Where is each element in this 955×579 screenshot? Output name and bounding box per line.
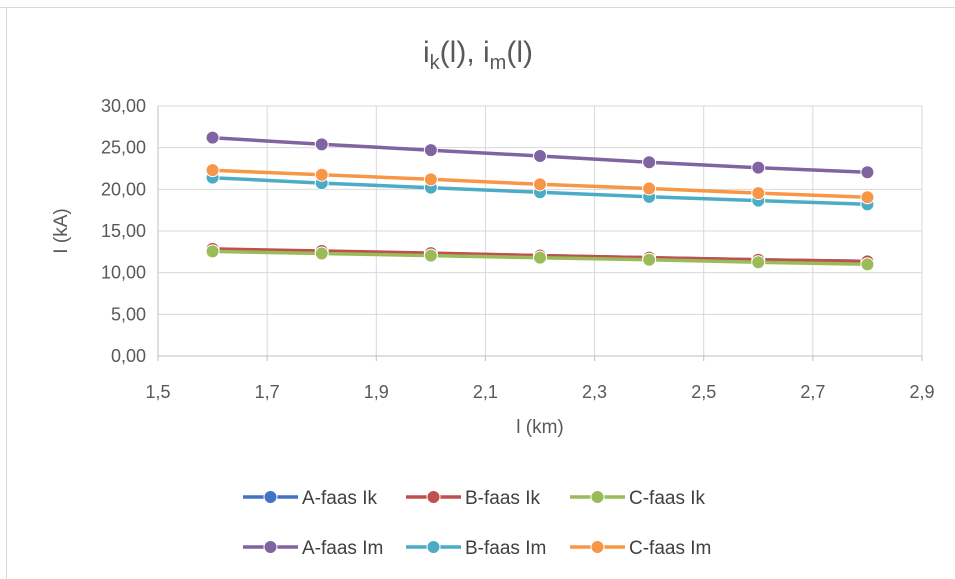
- series-c-faas-ik: [205, 244, 875, 272]
- title-part-c: (l): [506, 36, 533, 69]
- series-lines: [205, 130, 875, 272]
- data-point: [860, 165, 875, 180]
- x-tick-label: 1,5: [145, 382, 170, 402]
- chart-title: ik(l), im(l): [423, 36, 533, 74]
- data-point: [533, 250, 547, 265]
- legend-item: A-faas Im: [243, 538, 383, 559]
- data-point: [751, 186, 766, 201]
- legend-label: A-faas Ik: [302, 488, 377, 509]
- title-part-b: (l), i: [440, 36, 490, 69]
- data-point: [751, 160, 766, 175]
- x-tick-label: 2,5: [691, 382, 716, 402]
- data-point: [533, 177, 547, 192]
- x-tick-label: 2,3: [582, 382, 607, 402]
- x-axis-title: l (km): [516, 417, 563, 438]
- legend-swatch-marker: [263, 490, 278, 504]
- gridlines: [158, 105, 923, 356]
- tick-labels: 0,00 5,00 10,00 15,00 20,00 25,00 30,00 1,5 1,7 1…: [101, 96, 935, 402]
- axes: [157, 106, 923, 361]
- legend-swatch-marker: [590, 540, 605, 554]
- legend-label: C-faas Im: [629, 538, 711, 559]
- title-sub-m: m: [490, 52, 507, 74]
- y-tick-label: 10,00: [101, 263, 146, 283]
- data-point: [423, 172, 438, 187]
- legend-item: B-faas Im: [406, 538, 546, 559]
- legend-item: C-faas Im: [570, 538, 711, 559]
- x-tick-label: 1,9: [364, 382, 389, 402]
- legend-label: C-faas Ik: [629, 488, 706, 509]
- data-point: [642, 181, 657, 196]
- data-point: [423, 143, 438, 158]
- x-tick-label: 2,1: [473, 382, 498, 402]
- data-point: [314, 246, 329, 261]
- data-point: [642, 155, 657, 170]
- x-tick-label: 1,7: [255, 382, 280, 402]
- title-part-a: i: [423, 36, 430, 69]
- data-point: [314, 167, 329, 182]
- x-tick-label: 2,7: [800, 382, 825, 402]
- y-axis-title: I (kA): [51, 208, 72, 253]
- legend-swatch-marker: [590, 490, 605, 504]
- legend-label: A-faas Im: [302, 538, 383, 559]
- title-sub-k: k: [430, 52, 441, 74]
- legend: A-faas Ik B-faas Ik C-faas Ik A-faas Im B-fa…: [243, 488, 711, 559]
- legend-swatch-marker: [263, 540, 278, 554]
- data-point: [751, 255, 766, 270]
- legend-swatch-marker: [426, 490, 441, 504]
- y-tick-label: 20,00: [101, 179, 146, 199]
- data-point: [423, 248, 438, 263]
- data-point: [205, 163, 220, 178]
- data-point: [642, 252, 657, 267]
- data-point: [314, 137, 329, 152]
- legend-swatch-marker: [426, 540, 441, 554]
- legend-item: C-faas Ik: [570, 488, 706, 509]
- x-tick-label: 2,9: [909, 382, 934, 402]
- data-point: [205, 244, 220, 259]
- y-tick-label: 0,00: [111, 346, 146, 366]
- legend-label: B-faas Im: [465, 538, 546, 559]
- data-point: [205, 130, 220, 145]
- legend-label: B-faas Ik: [465, 488, 540, 509]
- data-point: [860, 190, 875, 205]
- legend-item: A-faas Ik: [243, 488, 377, 509]
- y-tick-label: 5,00: [111, 304, 146, 324]
- data-point: [860, 257, 875, 272]
- y-tick-label: 15,00: [101, 221, 146, 241]
- data-point: [533, 149, 547, 163]
- series-a-faas-im: [205, 130, 875, 180]
- legend-item: B-faas Ik: [406, 488, 540, 509]
- y-tick-label: 25,00: [101, 138, 146, 158]
- series-c-faas-im: [205, 163, 875, 205]
- y-tick-label: 30,00: [101, 96, 146, 116]
